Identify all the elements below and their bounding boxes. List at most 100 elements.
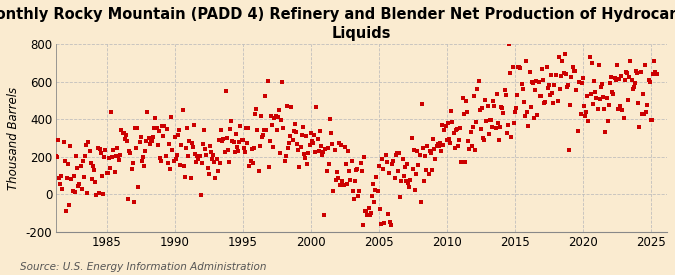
Point <box>462 110 472 114</box>
Point <box>173 133 184 138</box>
Title: Monthly Rocky Mountain (PADD 4) Refinery and Blender Net Production of Hydrocarb: Monthly Rocky Mountain (PADD 4) Refinery… <box>0 7 675 40</box>
Point <box>393 168 404 173</box>
Point <box>208 153 219 158</box>
Point <box>439 128 450 133</box>
Point <box>136 159 147 164</box>
Point <box>507 65 518 70</box>
Point <box>234 140 244 145</box>
Point <box>503 123 514 128</box>
Point <box>258 133 269 137</box>
Point <box>524 69 535 74</box>
Point <box>259 128 269 132</box>
Point <box>329 148 340 152</box>
Point <box>545 73 556 78</box>
Point <box>554 55 564 59</box>
Point <box>331 170 342 175</box>
Point <box>142 110 153 114</box>
Point <box>602 119 613 123</box>
Point <box>452 126 462 131</box>
Point <box>107 155 117 159</box>
Point <box>555 87 566 91</box>
Point <box>238 146 249 150</box>
Point <box>308 141 319 145</box>
Point <box>133 185 144 189</box>
Point <box>350 168 361 172</box>
Point <box>410 187 421 192</box>
Point <box>149 126 160 130</box>
Point <box>485 117 495 122</box>
Point <box>416 102 427 107</box>
Point <box>422 144 433 148</box>
Point <box>168 159 179 163</box>
Point <box>542 86 553 90</box>
Point <box>641 110 651 114</box>
Point <box>181 146 192 150</box>
Point <box>450 128 461 132</box>
Point <box>371 175 382 179</box>
Point <box>271 128 282 132</box>
Point <box>47 175 57 180</box>
Point <box>642 103 653 107</box>
Point <box>632 71 643 75</box>
Point <box>448 131 459 135</box>
Point <box>628 85 639 89</box>
Point <box>158 134 169 138</box>
Point <box>543 82 554 87</box>
Point <box>640 63 651 68</box>
Point <box>572 40 583 44</box>
Point <box>263 165 274 170</box>
Point <box>367 194 377 199</box>
Point <box>328 189 339 194</box>
Point <box>226 119 237 123</box>
Point <box>325 117 335 122</box>
Point <box>547 90 558 95</box>
Point <box>427 167 437 172</box>
Point <box>170 157 181 161</box>
Point <box>473 79 484 83</box>
Point <box>396 178 407 183</box>
Point <box>493 138 504 142</box>
Point <box>83 140 94 145</box>
Point <box>506 135 517 139</box>
Point <box>321 169 332 173</box>
Point <box>538 78 549 82</box>
Point <box>502 131 512 135</box>
Point <box>163 142 174 146</box>
Point <box>395 194 406 199</box>
Point <box>630 81 641 85</box>
Point <box>88 168 99 172</box>
Point <box>121 133 132 137</box>
Point <box>209 159 220 164</box>
Point <box>369 199 379 204</box>
Point <box>517 87 528 91</box>
Point <box>350 179 360 183</box>
Point <box>92 145 103 150</box>
Point <box>495 125 506 129</box>
Point <box>600 130 611 134</box>
Point <box>597 81 608 86</box>
Point <box>635 70 646 75</box>
Point <box>59 159 70 164</box>
Point <box>441 138 452 142</box>
Point <box>650 70 661 75</box>
Point <box>292 142 302 146</box>
Point <box>560 52 570 56</box>
Point <box>551 31 562 35</box>
Point <box>645 118 656 122</box>
Point <box>540 100 551 104</box>
Point <box>217 139 227 144</box>
Point <box>580 110 591 114</box>
Point <box>450 146 460 151</box>
Point <box>394 151 404 156</box>
Point <box>618 116 629 120</box>
Point <box>630 69 641 73</box>
Point <box>242 141 252 145</box>
Point <box>545 92 556 97</box>
Point <box>333 175 344 180</box>
Point <box>435 148 446 153</box>
Point <box>643 78 654 82</box>
Point <box>198 142 209 147</box>
Point <box>360 209 371 213</box>
Point <box>408 148 419 152</box>
Point <box>218 137 229 141</box>
